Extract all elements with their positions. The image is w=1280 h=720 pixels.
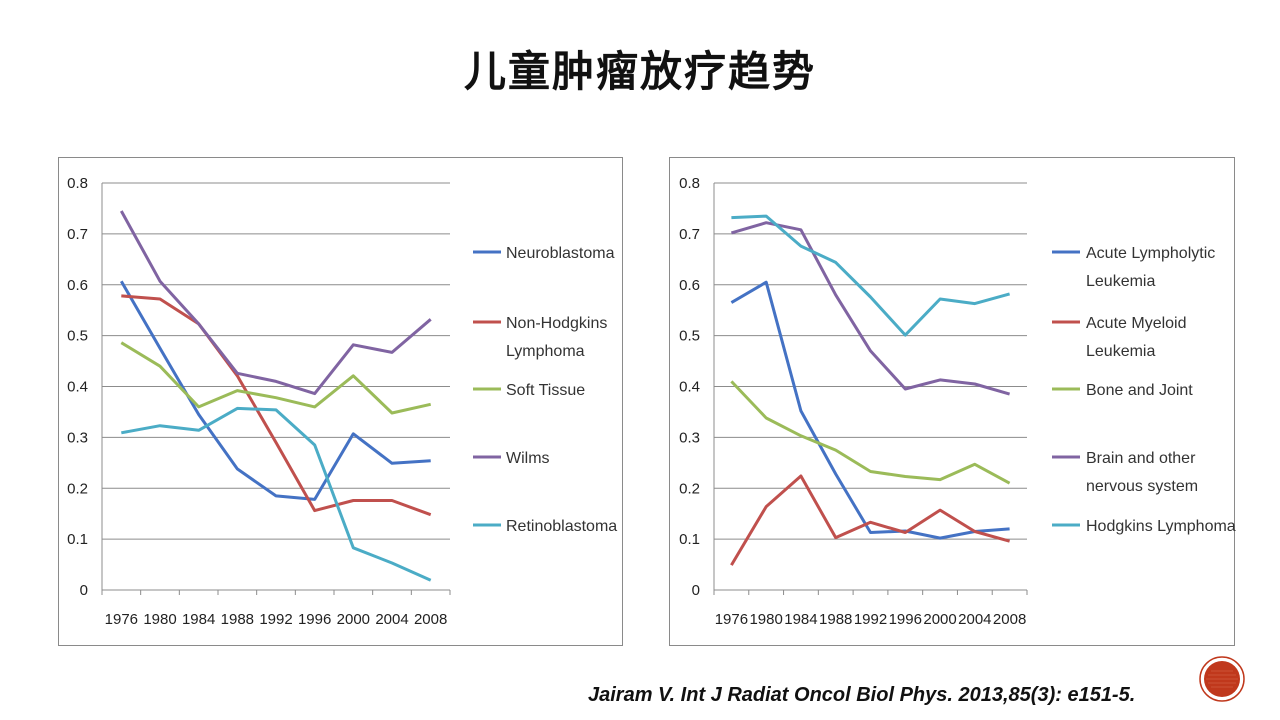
y-tick-label: 0.4 — [67, 379, 88, 396]
series-line — [121, 406, 432, 582]
x-tick-label: 2000 — [923, 611, 956, 628]
x-tick-label: 1976 — [105, 611, 138, 628]
y-tick-label: 0.8 — [679, 175, 700, 192]
y-tick-label: 0 — [692, 582, 700, 599]
chart-frame — [669, 157, 1235, 646]
y-tick-label: 0.6 — [67, 277, 88, 294]
x-tick-label: 2004 — [958, 611, 991, 628]
slide-title: 儿童肿瘤放疗趋势 — [463, 47, 816, 96]
y-tick-label: 0.4 — [679, 379, 700, 396]
y-tick-label: 0.1 — [67, 531, 88, 548]
x-tick-label: 1996 — [889, 611, 922, 628]
y-tick-label: 0.2 — [679, 480, 700, 497]
x-tick-label: 2008 — [414, 611, 447, 628]
y-tick-label: 0.5 — [679, 328, 700, 345]
x-tick-label: 1988 — [819, 611, 852, 628]
legend-label: Wilms — [506, 450, 550, 467]
x-tick-label: 1992 — [854, 611, 887, 628]
y-tick-label: 0.7 — [679, 226, 700, 243]
x-tick-label: 1988 — [221, 611, 254, 628]
line-chart-pediatric-hematologic-cns-tumors: 0 0.1 0.2 0.3 0.4 0.5 0.6 0.7 0.8 1976 1980 1984 198… — [669, 157, 1236, 646]
legend-label: Non-Hodgkins Lymphoma — [506, 315, 607, 360]
legend-label: Acute Myeloid Leukemia — [1086, 315, 1187, 360]
line-chart-pediatric-solid-tumors: 0 0.1 0.2 0.3 0.4 0.5 0.6 0.7 0.8 1976 1980 1984 198… — [58, 157, 623, 646]
series-line — [730, 474, 1011, 566]
y-tick-label: 0.3 — [679, 429, 700, 446]
legend-label: Acute Lympholytic Leukemia — [1086, 245, 1215, 290]
y-tick-label: 0.8 — [67, 175, 88, 192]
x-tick-label: 1980 — [749, 611, 782, 628]
legend-label: Hodgkins Lymphoma — [1086, 518, 1236, 535]
x-tick-label: 1984 — [784, 611, 817, 628]
round-badge-icon — [1199, 656, 1245, 702]
x-tick-label: 2008 — [993, 611, 1026, 628]
x-tick-label: 1976 — [715, 611, 748, 628]
citation: Jairam V. Int J Radiat Oncol Biol Phys. … — [588, 684, 1136, 706]
y-tick-label: 0.1 — [679, 531, 700, 548]
legend-label: Neuroblastoma — [506, 245, 615, 262]
y-tick-label: 0.2 — [67, 480, 88, 497]
chart-frame — [58, 157, 623, 646]
series-line — [119, 210, 432, 396]
y-tick-label: 0.7 — [67, 226, 88, 243]
x-tick-label: 2004 — [375, 611, 408, 628]
legend-label: Soft Tissue — [506, 382, 585, 399]
x-tick-label: 1980 — [143, 611, 176, 628]
legend-label: Brain and other nervous system — [1086, 450, 1198, 495]
y-tick-label: 0.5 — [67, 328, 88, 345]
x-tick-label: 1992 — [259, 611, 292, 628]
y-tick-label: 0 — [80, 582, 88, 599]
series-line — [120, 341, 432, 415]
x-tick-label: 1984 — [182, 611, 215, 628]
series-line — [731, 214, 1011, 337]
x-tick-label: 2000 — [337, 611, 370, 628]
series-line — [121, 294, 432, 517]
y-tick-label: 0.3 — [67, 429, 88, 446]
series-line — [730, 280, 1010, 540]
legend-label: Bone and Joint — [1086, 382, 1193, 399]
series-line — [730, 380, 1011, 485]
x-tick-label: 1996 — [298, 611, 331, 628]
series-line — [120, 280, 431, 501]
y-tick-label: 0.6 — [679, 277, 700, 294]
legend-label: Retinoblastoma — [506, 518, 617, 535]
